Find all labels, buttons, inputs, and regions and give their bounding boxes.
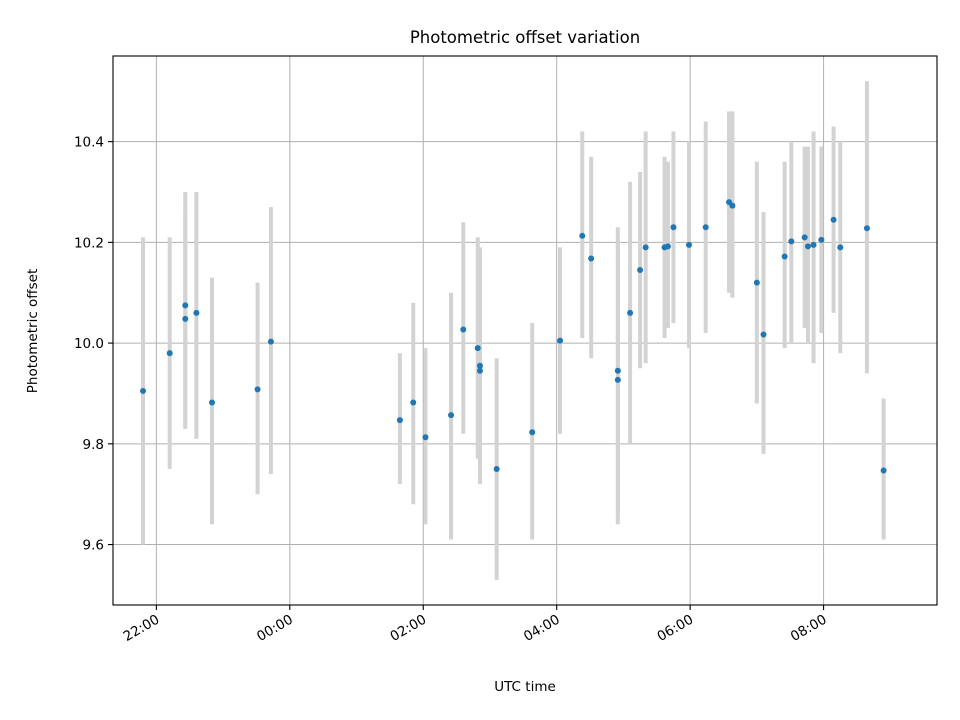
y-tick-label: 10.4 — [74, 135, 104, 151]
data-point — [642, 244, 649, 251]
x-axis-label: UTC time — [494, 679, 556, 695]
y-tick-label: 10.0 — [74, 336, 104, 352]
data-point — [193, 309, 200, 316]
data-point — [588, 255, 595, 262]
data-point — [818, 236, 825, 243]
data-point — [476, 367, 483, 374]
data-point — [182, 315, 189, 322]
data-point — [837, 244, 844, 251]
data-point — [760, 331, 767, 338]
data-point — [267, 338, 274, 345]
y-axis-label: Photometric offset — [25, 269, 41, 393]
data-point — [140, 387, 147, 394]
data-point — [729, 202, 736, 209]
data-point — [863, 225, 870, 232]
data-point — [801, 234, 808, 241]
data-point — [460, 326, 467, 333]
data-point — [614, 376, 621, 383]
data-point — [579, 232, 586, 239]
data-point — [702, 224, 709, 231]
data-point — [422, 434, 429, 441]
grid-lines — [113, 56, 937, 605]
data-point — [627, 309, 634, 316]
data-point — [476, 362, 483, 369]
y-tick-label: 10.2 — [74, 235, 104, 251]
y-tick-label: 9.6 — [83, 538, 104, 554]
data-point — [182, 302, 189, 309]
y-tick-label: 9.8 — [83, 437, 104, 453]
plot-frame — [112, 55, 938, 606]
data-point — [254, 386, 261, 393]
data-point — [614, 367, 621, 374]
data-point — [686, 241, 693, 248]
data-point — [753, 279, 760, 286]
data-point — [396, 417, 403, 424]
data-point — [493, 466, 500, 473]
data-point — [664, 243, 671, 250]
data-point — [166, 350, 173, 357]
data-point — [830, 216, 837, 223]
data-point — [208, 399, 215, 406]
data-point — [557, 337, 564, 344]
data-point — [805, 243, 812, 250]
chart-title: Photometric offset variation — [410, 28, 640, 47]
data-point — [448, 412, 455, 419]
data-point — [637, 267, 644, 274]
data-point — [670, 224, 677, 231]
data-point — [474, 345, 481, 352]
data-point — [781, 253, 788, 260]
data-point — [810, 241, 817, 248]
data-point — [529, 429, 536, 436]
data-points — [140, 199, 887, 474]
data-point — [880, 467, 887, 474]
data-point — [410, 399, 417, 406]
data-point — [788, 238, 795, 245]
